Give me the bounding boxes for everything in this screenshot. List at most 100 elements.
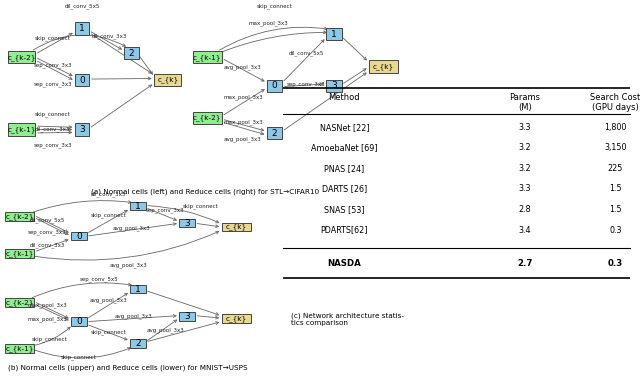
FancyBboxPatch shape (193, 112, 222, 124)
Text: (GPU days): (GPU days) (592, 103, 639, 112)
Text: sep_conv_3x3: sep_conv_3x3 (287, 81, 326, 86)
FancyBboxPatch shape (75, 123, 90, 136)
Text: sep_conv_3x3: sep_conv_3x3 (33, 62, 72, 67)
Text: Method: Method (328, 93, 360, 102)
FancyBboxPatch shape (71, 317, 86, 326)
Text: (a) Normal cells (left) and Reduce cells (right) for STL→CIFAR10: (a) Normal cells (left) and Reduce cells… (91, 189, 319, 195)
Text: 1: 1 (331, 30, 337, 39)
FancyBboxPatch shape (326, 28, 342, 40)
Text: SNAS [53]: SNAS [53] (324, 205, 365, 214)
Text: (b) Normal cells (upper) and Reduce cells (lower) for MNIST→USPS: (b) Normal cells (upper) and Reduce cell… (8, 365, 248, 371)
Text: c_{k-1}: c_{k-1} (6, 250, 34, 256)
Text: c_{k-1}: c_{k-1} (6, 346, 34, 352)
Text: 3: 3 (184, 312, 190, 321)
Text: 1: 1 (79, 24, 85, 33)
Text: c_{k-2}: c_{k-2} (193, 115, 221, 122)
Text: max_pool_3x3: max_pool_3x3 (249, 20, 289, 26)
Text: PNAS [24]: PNAS [24] (324, 164, 364, 173)
Text: avg_pool_3x3: avg_pool_3x3 (113, 226, 151, 231)
FancyBboxPatch shape (5, 344, 35, 354)
FancyBboxPatch shape (267, 127, 282, 139)
Text: skip_connect: skip_connect (35, 35, 71, 41)
FancyBboxPatch shape (8, 51, 35, 63)
Text: 2: 2 (129, 49, 134, 58)
Text: c_{k-1}: c_{k-1} (193, 54, 221, 61)
Text: (M): (M) (518, 103, 532, 112)
Text: c_{k-1}: c_{k-1} (8, 126, 36, 133)
Text: skip_connect: skip_connect (90, 213, 126, 218)
Text: sep_conv_3x3: sep_conv_3x3 (146, 207, 185, 213)
FancyBboxPatch shape (326, 80, 342, 92)
Text: avg_pool_3x3: avg_pool_3x3 (224, 64, 262, 69)
Text: skip_connect: skip_connect (183, 203, 219, 209)
Text: 225: 225 (608, 164, 623, 173)
Text: dil_conv_3x3: dil_conv_3x3 (35, 127, 70, 132)
Text: 3.2: 3.2 (519, 143, 531, 152)
Text: NASDA: NASDA (328, 259, 361, 268)
Text: c_{k}: c_{k} (157, 77, 179, 83)
Text: max_pool_3x3: max_pool_3x3 (28, 303, 67, 308)
Text: skip_connect: skip_connect (31, 336, 67, 342)
Text: 3: 3 (331, 81, 337, 90)
FancyBboxPatch shape (8, 123, 35, 136)
Text: avg_pool_3x3: avg_pool_3x3 (115, 314, 153, 319)
Text: avg_pool_3x3: avg_pool_3x3 (147, 327, 184, 333)
Text: c_{k-2}: c_{k-2} (6, 299, 34, 306)
FancyBboxPatch shape (267, 80, 282, 92)
Text: 1: 1 (135, 285, 141, 293)
Text: PDARTS[62]: PDARTS[62] (321, 226, 368, 235)
Text: sep_conv_3x3: sep_conv_3x3 (33, 81, 72, 86)
Text: 0: 0 (76, 232, 82, 241)
FancyBboxPatch shape (75, 74, 90, 86)
Text: 0.3: 0.3 (609, 226, 622, 235)
FancyBboxPatch shape (75, 22, 90, 35)
FancyBboxPatch shape (5, 298, 35, 307)
Text: max_pool_3x3: max_pool_3x3 (223, 119, 263, 125)
FancyBboxPatch shape (130, 339, 146, 348)
Text: 3.3: 3.3 (519, 123, 531, 132)
Text: 3.4: 3.4 (519, 226, 531, 235)
Text: 1.5: 1.5 (609, 205, 622, 214)
Text: c_{k}: c_{k} (372, 63, 394, 70)
Text: AmoebaNet [69]: AmoebaNet [69] (311, 143, 378, 152)
Text: sep_conv_5x5: sep_conv_5x5 (79, 277, 118, 282)
Text: skip_connect: skip_connect (61, 354, 97, 360)
Text: Search Cost: Search Cost (590, 93, 640, 102)
Text: max_pool_3x3: max_pool_3x3 (28, 316, 67, 322)
Text: 2: 2 (272, 129, 277, 138)
FancyBboxPatch shape (179, 312, 195, 320)
FancyBboxPatch shape (5, 212, 35, 221)
Text: dil_conv_3x3: dil_conv_3x3 (91, 192, 126, 197)
FancyBboxPatch shape (179, 219, 195, 227)
Text: c_{k-2}: c_{k-2} (6, 213, 34, 220)
Text: 2: 2 (135, 339, 141, 348)
FancyBboxPatch shape (5, 249, 35, 258)
Text: dil_conv_5x5: dil_conv_5x5 (29, 218, 65, 223)
FancyBboxPatch shape (71, 232, 86, 240)
Text: 3.2: 3.2 (519, 164, 531, 173)
Text: c_{k}: c_{k} (226, 224, 247, 231)
FancyBboxPatch shape (124, 47, 138, 59)
Text: 2.8: 2.8 (519, 205, 531, 214)
Text: 0: 0 (76, 317, 82, 326)
Text: dil_conv_5x5: dil_conv_5x5 (289, 51, 324, 56)
FancyBboxPatch shape (130, 285, 146, 293)
Text: 0: 0 (272, 81, 278, 90)
Text: avg_pool_3x3: avg_pool_3x3 (90, 297, 127, 303)
FancyBboxPatch shape (130, 202, 146, 210)
Text: 3: 3 (79, 125, 85, 134)
Text: sep_conv_3x3: sep_conv_3x3 (28, 229, 67, 235)
Text: 3,150: 3,150 (604, 143, 627, 152)
Text: 1,800: 1,800 (604, 123, 627, 132)
FancyBboxPatch shape (221, 223, 251, 231)
Text: avg_pool_3x3: avg_pool_3x3 (224, 136, 262, 142)
Text: 1: 1 (135, 202, 141, 211)
Text: Params: Params (509, 93, 541, 102)
Text: dil_conv_3x3: dil_conv_3x3 (29, 243, 65, 248)
Text: sep_conv_3x3: sep_conv_3x3 (33, 142, 72, 147)
Text: avg_pool_3x3: avg_pool_3x3 (109, 262, 147, 268)
Text: dil_conv_3x3: dil_conv_3x3 (92, 34, 127, 39)
Text: skip_connect: skip_connect (257, 3, 292, 8)
Text: DARTS [26]: DARTS [26] (322, 184, 367, 194)
Text: dil_conv_5x5: dil_conv_5x5 (65, 3, 100, 8)
